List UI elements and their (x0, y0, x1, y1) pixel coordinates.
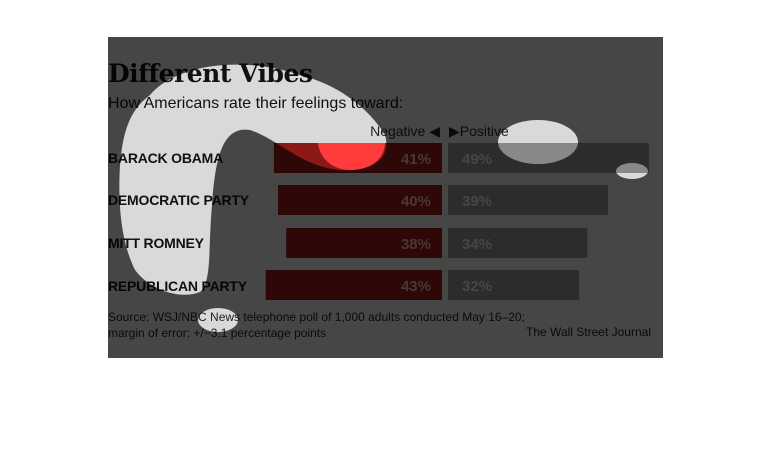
negative-value-label: 40% (401, 193, 431, 210)
source-line-1: Source: WSJ/NBC News telephone poll of 1… (108, 310, 525, 324)
negative-value-label: 41% (401, 151, 431, 168)
source-credit: The Wall Street Journal (526, 325, 651, 339)
source-line-2: margin of error: +/−3.1 percentage point… (108, 326, 327, 340)
category-label: DEMOCRATIC PARTY (108, 192, 249, 208)
positive-direction-label: ▶Positive (449, 123, 509, 139)
chart-panel: 41% 49% 40% 39% 38% 34% 43% 32% Different Vibes… (108, 37, 663, 358)
chart-subtitle: How Americans rate their feelings toward… (108, 95, 404, 112)
positive-value-label: 49% (462, 151, 492, 168)
positive-value-label: 34% (462, 236, 492, 253)
chart-title: Different Vibes (108, 59, 313, 88)
category-label: BARACK OBAMA (108, 150, 224, 166)
source-note: Source: WSJ/NBC News telephone poll of 1… (108, 309, 525, 341)
category-label: REPUBLICAN PARTY (108, 278, 247, 294)
positive-value-label: 32% (462, 278, 492, 295)
negative-value-label: 43% (401, 278, 431, 295)
positive-value-label: 39% (462, 193, 492, 210)
category-label: MITT ROMNEY (108, 235, 204, 251)
negative-value-label: 38% (401, 236, 431, 253)
negative-direction-label: Negative ◀ (370, 123, 440, 139)
